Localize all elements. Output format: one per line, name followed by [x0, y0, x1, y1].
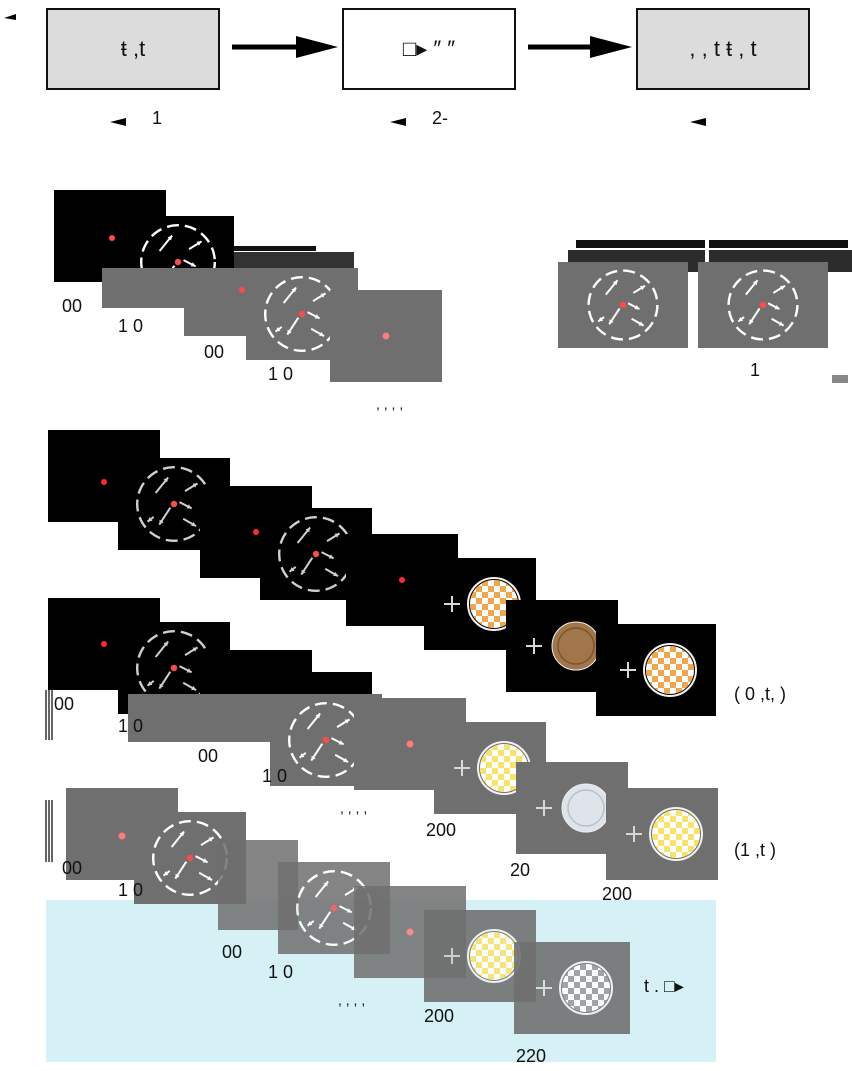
time-d5: , , , , [338, 992, 366, 1008]
small-arrow-icon [110, 118, 126, 126]
flow-box-1-text: ŧ ,t [120, 36, 146, 61]
time-c2: 1 0 [118, 716, 144, 736]
small-arrow-icon [690, 118, 706, 126]
screen-c1 [128, 694, 210, 742]
stim-c2: 20 [510, 860, 531, 880]
time-a1: 00 [62, 296, 83, 316]
bar-a5 [705, 240, 709, 270]
time-d7: 220 [516, 1046, 547, 1066]
label-c-right: (1 ,t ) [734, 840, 777, 860]
screen-a-right-2 [698, 262, 828, 348]
flow-label-2: 2- [432, 108, 449, 128]
stim-c3: 200 [602, 884, 633, 904]
flow-arrow-2 [528, 36, 632, 58]
corner-mark-icon [4, 14, 16, 20]
time-a2: 1 0 [118, 316, 144, 336]
screen-d7 [514, 942, 630, 1034]
time-c1: 00 [54, 694, 75, 714]
time-d3: 00 [222, 942, 243, 962]
label-d-right: t . □▸ [644, 976, 684, 996]
time-c4: 1 0 [262, 766, 288, 786]
screen-a4 [184, 268, 254, 336]
pattern-mark [832, 375, 848, 383]
time-a5: , , , , [376, 396, 404, 412]
screen-a-right-1 [558, 262, 688, 348]
time-d4: 1 0 [268, 962, 294, 982]
screen-a6 [330, 290, 442, 382]
stim-c1: 200 [426, 820, 457, 840]
flow-box-3-text: , , t ŧ , t [689, 36, 757, 61]
bar-a3 [576, 240, 848, 248]
flow-box-2-text: □▸ ″ ″ [402, 36, 456, 61]
screen-b12 [596, 624, 716, 716]
side-ticks-1 [45, 690, 53, 740]
label-a-right: 1 [750, 360, 761, 380]
label-b-right: ( 0 ,t, ) [734, 684, 787, 704]
time-d1: 00 [62, 858, 83, 878]
small-arrow-icon [390, 118, 406, 126]
flow-arrow-1 [232, 36, 338, 58]
flow-label-1: 1 [152, 108, 163, 128]
flow-box-3: , , t ŧ , t [636, 8, 810, 90]
flow-box-1: ŧ ,t [46, 8, 220, 90]
time-a4: 1 0 [268, 364, 294, 384]
flow-box-2: □▸ ″ ″ [342, 8, 516, 90]
time-c3: 00 [198, 746, 219, 766]
time-d2: 1 0 [118, 880, 144, 900]
screen-c2 [210, 694, 272, 742]
side-ticks-2 [45, 800, 53, 862]
screen-c7 [606, 788, 718, 880]
time-d6: 200 [424, 1006, 455, 1026]
time-a3: 00 [204, 342, 225, 362]
time-c5: , , , , [340, 800, 368, 816]
screen-a3 [102, 268, 188, 308]
screen-b10 [260, 672, 372, 694]
